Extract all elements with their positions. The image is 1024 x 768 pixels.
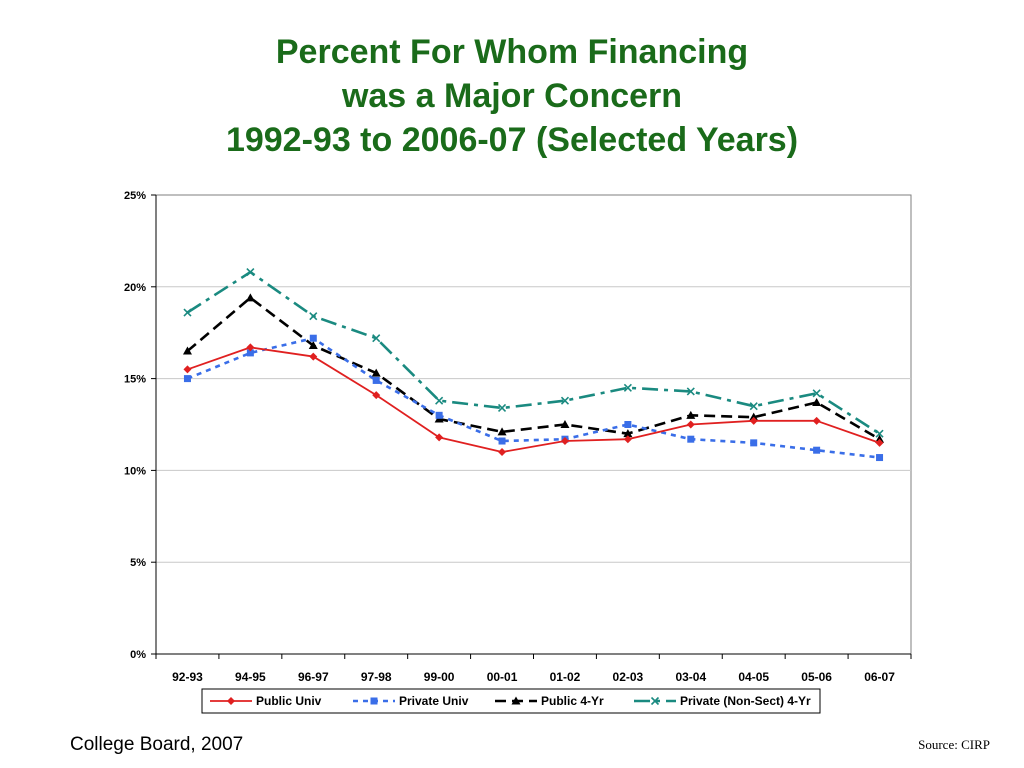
data-point <box>623 383 632 392</box>
data-point <box>687 435 695 443</box>
data-point <box>686 420 695 429</box>
data-point <box>813 446 821 454</box>
data-point <box>812 389 821 398</box>
y-tick-label: 10% <box>124 465 146 477</box>
data-point <box>686 387 695 396</box>
data-point <box>624 421 632 428</box>
x-tick-label: 96-97 <box>298 670 329 684</box>
x-tick-label: 03-04 <box>675 670 706 684</box>
x-tick-label: 02-03 <box>613 670 644 684</box>
title-line-3: 1992-93 to 2006-07 (Selected Years) <box>225 121 799 159</box>
data-point <box>686 410 696 419</box>
x-tick-label: 05-06 <box>801 670 832 684</box>
data-point <box>623 435 632 444</box>
series-line-2 <box>186 296 881 441</box>
data-point <box>183 308 192 317</box>
data-point <box>749 402 758 411</box>
series-line-3 <box>186 270 881 435</box>
data-point <box>812 416 821 425</box>
data-point <box>749 412 759 421</box>
title-line-1: Percent For Whom Financing <box>275 33 749 71</box>
data-point <box>498 448 507 457</box>
x-tick-label: 04-05 <box>738 670 769 684</box>
y-tick-label: 15% <box>124 374 146 386</box>
y-tick-label: 5% <box>130 557 146 569</box>
legend-label-2: Public 4-Yr <box>541 694 604 708</box>
data-point <box>372 376 380 384</box>
data-point <box>246 268 255 277</box>
legend-label-3: Private (Non-Sect) 4-Yr <box>680 694 811 708</box>
data-point <box>497 403 507 413</box>
data-point <box>183 375 191 383</box>
data-point <box>309 334 317 342</box>
footer-credit: College Board, 2007 <box>70 734 244 755</box>
x-tick-label: 97-98 <box>361 670 392 684</box>
data-point <box>372 334 381 343</box>
legend-label-1: Private Univ <box>399 694 469 708</box>
data-point <box>560 420 570 428</box>
data-point <box>875 429 884 438</box>
data-point <box>183 365 192 374</box>
data-point <box>182 346 192 355</box>
data-point <box>750 439 758 447</box>
data-point <box>876 454 884 462</box>
x-tick-label: 94-95 <box>235 670 266 684</box>
data-point <box>245 293 255 302</box>
series-line-0 <box>187 346 880 453</box>
page-title: Percent For Whom Financing was a Major C… <box>0 30 1024 162</box>
legend-marker-3 <box>650 696 660 706</box>
x-tick-label: 99-00 <box>424 670 455 684</box>
legend-marker-0 <box>227 697 235 705</box>
data-point <box>560 396 570 405</box>
data-point <box>875 438 884 447</box>
data-point <box>497 427 507 436</box>
data-point <box>246 349 254 357</box>
title-line-2: was a Major Concern <box>341 77 683 115</box>
legend-marker-1 <box>370 697 378 705</box>
data-point <box>435 433 444 442</box>
y-tick-label: 20% <box>124 282 146 294</box>
data-point <box>560 437 569 446</box>
data-point <box>309 312 318 321</box>
legend-marker-2 <box>511 696 521 705</box>
footer-source: Source: CIRP <box>918 737 990 752</box>
x-tick-label: 01-02 <box>550 670 581 684</box>
data-point <box>498 437 506 445</box>
legend-label-0: Public Univ <box>256 694 322 708</box>
x-tick-label: 06-07 <box>864 670 895 684</box>
data-point <box>309 352 318 361</box>
data-point <box>246 343 255 352</box>
data-point <box>308 341 318 350</box>
y-tick-label: 0% <box>130 649 146 661</box>
x-tick-label: 92-93 <box>172 670 203 684</box>
data-point <box>749 416 758 425</box>
data-point <box>623 429 633 438</box>
data-point <box>372 391 381 400</box>
data-point <box>435 411 443 419</box>
y-tick-label: 25% <box>124 190 146 202</box>
data-point <box>875 434 885 443</box>
data-point <box>371 368 381 377</box>
series-line-1 <box>186 336 880 459</box>
x-tick-label: 00-01 <box>487 670 518 684</box>
data-point <box>435 396 444 405</box>
legend <box>201 688 821 714</box>
plot-area <box>155 194 912 655</box>
data-point <box>812 397 822 406</box>
